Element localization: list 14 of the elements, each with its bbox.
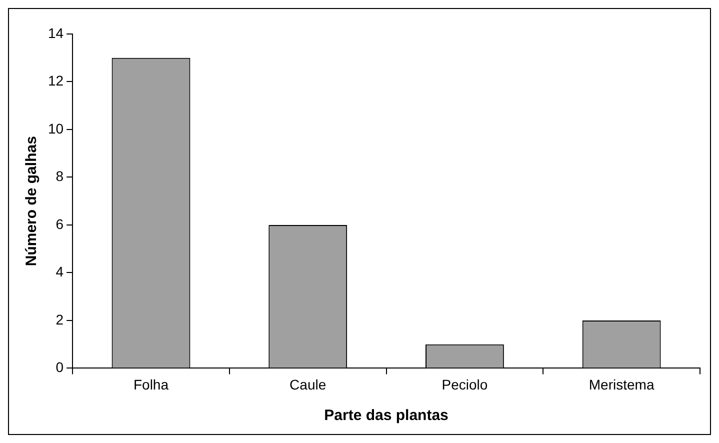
x-axis-title: Parte das plantas bbox=[324, 407, 448, 424]
y-tick-label: 4 bbox=[56, 264, 64, 280]
x-tick-label: Peciolo bbox=[442, 376, 488, 392]
y-tick-label: 8 bbox=[56, 168, 64, 184]
x-tick-label: Caule bbox=[290, 376, 326, 392]
y-tick-label: 2 bbox=[56, 311, 64, 328]
x-tick-label: Folha bbox=[133, 376, 169, 392]
y-axis-title: Número de galhas bbox=[23, 136, 40, 266]
y-tick-label: 10 bbox=[48, 120, 64, 136]
y-tick-label: 6 bbox=[56, 216, 64, 232]
y-tick-label: 12 bbox=[48, 72, 64, 89]
x-tick-label: Meristema bbox=[588, 376, 654, 392]
y-tick-label: 14 bbox=[48, 24, 64, 41]
y-tick-label: 0 bbox=[56, 359, 64, 376]
